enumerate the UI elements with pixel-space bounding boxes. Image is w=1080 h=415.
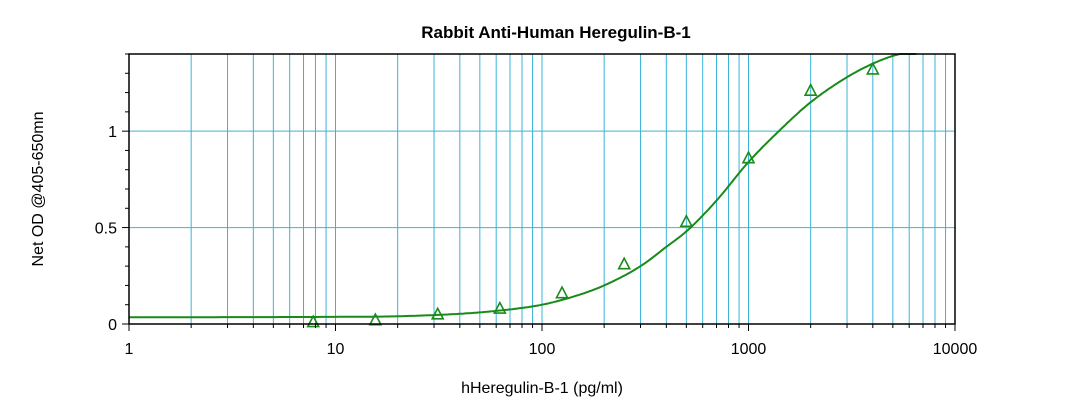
y-tick-label: 0	[108, 317, 117, 334]
data-point	[617, 256, 631, 270]
x-tick-label: 100	[529, 341, 556, 358]
x-tick-label: 1000	[731, 341, 767, 358]
data-point	[430, 306, 445, 320]
data-point	[306, 314, 321, 328]
data-point	[493, 300, 507, 314]
x-tick-label: 10000	[933, 341, 978, 358]
x-tick-label: 10	[327, 341, 345, 358]
data-point	[741, 150, 756, 164]
data-point	[679, 214, 694, 228]
x-axis-label: hHeregulin-B-1 (pg/ml)	[461, 380, 623, 397]
fit-curve-layer	[128, 53, 917, 319]
grid	[129, 54, 955, 324]
fit-curve	[128, 53, 917, 319]
data-point	[866, 61, 880, 75]
data-point	[555, 285, 569, 299]
y-axis-label: Net OD @405-650mn	[30, 112, 47, 267]
y-tick-label: 0.5	[95, 221, 117, 238]
chart-title: Rabbit Anti-Human Heregulin-B-1	[421, 23, 690, 42]
data-point	[803, 82, 818, 96]
x-tick-label: 1	[125, 341, 134, 358]
axes: 1 10 100 1000 10000 0 0.5 1	[95, 53, 978, 358]
marker-layer	[306, 61, 880, 328]
y-tick-label: 1	[108, 124, 117, 141]
